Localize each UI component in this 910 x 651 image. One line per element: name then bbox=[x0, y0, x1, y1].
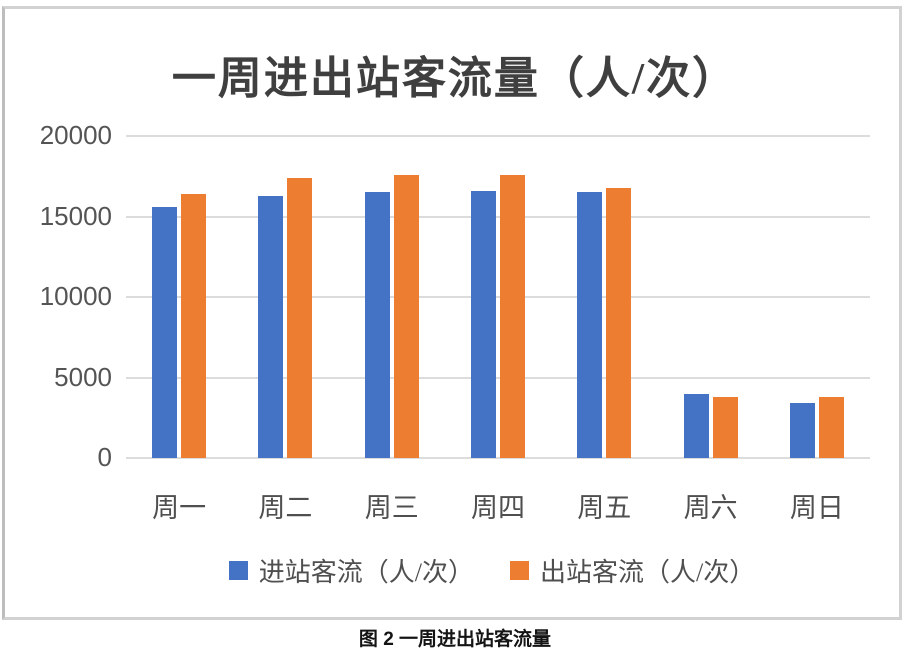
legend-swatch-icon bbox=[510, 561, 529, 580]
chart-border-box bbox=[2, 6, 902, 620]
y-axis-tick-label: 20000 bbox=[39, 120, 112, 150]
y-axis-tick-label: 5000 bbox=[54, 361, 112, 392]
bar bbox=[818, 396, 844, 458]
bar bbox=[683, 393, 709, 458]
bar bbox=[258, 195, 284, 458]
legend: 进站客流（人/次） 出站客流（人/次） bbox=[120, 552, 864, 589]
bar bbox=[500, 174, 525, 458]
legend-item: 出站客流（人/次） bbox=[510, 552, 755, 589]
y-axis-tick-label: 15000 bbox=[39, 200, 112, 231]
y-axis-tick-label: 10000 bbox=[39, 281, 112, 311]
gridline bbox=[126, 376, 870, 379]
bar bbox=[712, 396, 738, 458]
y-axis-tick-label: 0 bbox=[97, 442, 112, 472]
x-axis-label: 周五 bbox=[577, 493, 632, 523]
figure-caption: 图 2 一周进出站客流量 bbox=[358, 629, 552, 650]
bar bbox=[181, 193, 207, 458]
bar bbox=[577, 192, 603, 458]
legend-swatch-icon bbox=[228, 561, 248, 580]
x-axis-label: 周三 bbox=[364, 493, 419, 523]
bar bbox=[364, 192, 390, 458]
legend-label: 出站客流（人/次） bbox=[540, 558, 756, 587]
bar bbox=[287, 177, 313, 458]
x-axis-label: 周一 bbox=[152, 493, 207, 523]
bar bbox=[393, 174, 419, 458]
bar bbox=[789, 403, 815, 458]
legend-item: 进站客流（人/次） bbox=[228, 552, 474, 589]
gridline bbox=[126, 457, 870, 459]
x-axis-label: 周二 bbox=[258, 493, 313, 523]
x-axis-label: 周六 bbox=[683, 493, 738, 523]
legend-label: 进站客流（人/次） bbox=[258, 558, 474, 587]
x-axis-label: 周日 bbox=[789, 493, 844, 523]
bar bbox=[606, 187, 632, 458]
gridline bbox=[126, 296, 870, 298]
gridline bbox=[126, 215, 870, 218]
chart-title: 一周进出站客流量（人/次） bbox=[171, 54, 739, 103]
bar bbox=[152, 206, 178, 458]
x-axis-label: 周四 bbox=[470, 493, 525, 523]
bar bbox=[471, 190, 496, 458]
gridline bbox=[126, 135, 870, 137]
